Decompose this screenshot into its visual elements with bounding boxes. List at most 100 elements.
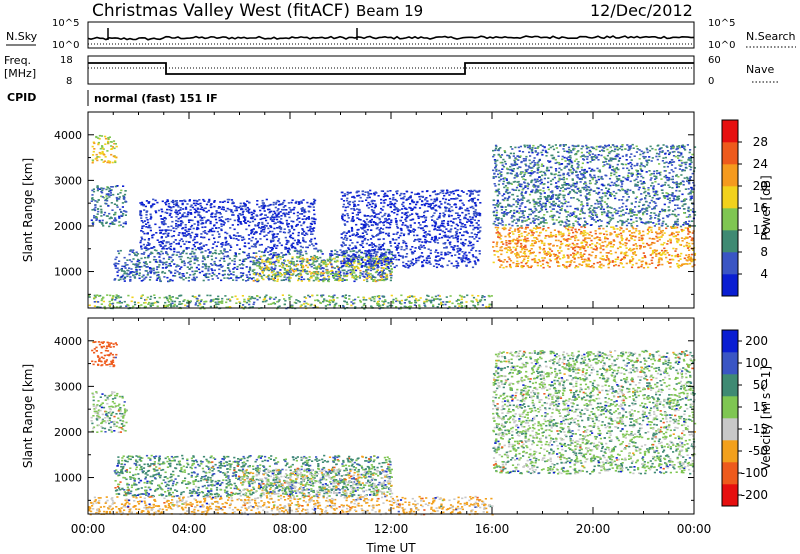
heatmap-cell [300, 251, 303, 253]
heatmap-cell [368, 252, 371, 254]
heatmap-cell [522, 260, 525, 262]
heatmap-cell [655, 235, 658, 238]
heatmap-cell [371, 255, 374, 257]
heatmap-cell [103, 160, 106, 162]
heatmap-cell [198, 248, 201, 250]
heatmap-cell [405, 208, 408, 210]
heatmap-cell [197, 213, 200, 215]
heatmap-cell [683, 238, 686, 240]
heatmap-cell [353, 258, 356, 261]
heatmap-cell [591, 251, 594, 253]
heatmap-cell [281, 208, 284, 211]
heatmap-cell [526, 234, 529, 236]
heatmap-cell [387, 235, 391, 237]
heatmap-cell [635, 228, 638, 230]
heatmap-cell [319, 273, 322, 276]
heatmap-cell [328, 303, 331, 306]
heatmap-cell [373, 206, 376, 209]
heatmap-cell [565, 265, 568, 268]
heatmap-cell [309, 259, 312, 261]
heatmap-cell [291, 257, 294, 260]
heatmap-cell [436, 193, 439, 195]
heatmap-cell [520, 244, 523, 247]
heatmap-cell [219, 219, 222, 221]
heatmap-cell [462, 257, 465, 259]
heatmap-cell [224, 218, 228, 221]
heatmap-cell [278, 305, 281, 307]
heatmap-cell [519, 239, 523, 241]
heatmap-cell [423, 259, 426, 262]
heatmap-cell [160, 250, 163, 253]
heatmap-cell [193, 262, 196, 265]
heatmap-cell [140, 214, 143, 217]
heatmap-cell [477, 301, 480, 304]
heatmap-cell [463, 253, 466, 255]
heatmap-cell [394, 256, 397, 258]
cpid-label: CPID [7, 91, 36, 104]
heatmap-cell [248, 238, 251, 240]
heatmap-cell [473, 227, 476, 229]
heatmap-cell [98, 219, 101, 222]
heatmap-cell [369, 258, 372, 260]
heatmap-cell [116, 267, 119, 270]
heatmap-cell [118, 224, 121, 227]
heatmap-cell [153, 203, 156, 205]
heatmap-cell [124, 214, 127, 216]
heatmap-cell [469, 241, 472, 244]
heatmap-cell [475, 234, 478, 236]
heatmap-cell [168, 280, 171, 282]
heatmap-cell [411, 209, 414, 211]
heatmap-cell [309, 273, 313, 275]
heatmap-cell [473, 197, 476, 199]
heatmap-cell [360, 244, 363, 247]
heatmap-cell [287, 259, 290, 262]
heatmap-cell [153, 294, 156, 296]
heatmap-cell [278, 225, 281, 228]
heatmap-cell [299, 255, 302, 258]
heatmap-cell [125, 201, 128, 203]
heatmap-cell [562, 256, 565, 259]
heatmap-cell [458, 294, 462, 297]
heatmap-cell [343, 193, 346, 195]
heatmap-cell [393, 209, 396, 211]
heatmap-cell [368, 260, 371, 263]
heatmap-cell [427, 241, 430, 243]
heatmap-cell [160, 221, 163, 223]
heatmap-cell [298, 250, 301, 252]
heatmap-cell [213, 201, 216, 203]
heatmap-cell [239, 276, 242, 279]
heatmap-cell [384, 254, 387, 256]
heatmap-cell [404, 299, 407, 301]
heatmap-cell [364, 221, 367, 223]
heatmap-cell [238, 301, 241, 303]
heatmap-cell [327, 280, 330, 283]
heatmap-cell [221, 220, 224, 222]
heatmap-cell [676, 226, 679, 229]
heatmap-cell [233, 260, 236, 263]
heatmap-cell [502, 266, 505, 269]
heatmap-cell [454, 227, 457, 230]
heatmap-cell [104, 137, 108, 140]
heatmap-cell [446, 264, 449, 267]
heatmap-cell [112, 295, 115, 298]
heatmap-cell [376, 269, 379, 271]
heatmap-cell [329, 256, 332, 259]
heatmap-cell [110, 153, 113, 156]
heatmap-cell [293, 239, 296, 242]
heatmap-cell [235, 209, 238, 212]
heatmap-cell [475, 250, 478, 252]
heatmap-cell [260, 213, 263, 215]
heatmap-cell [449, 243, 452, 246]
heatmap-cell [369, 250, 372, 252]
heatmap-cell [213, 200, 216, 202]
heatmap-cell [297, 273, 300, 275]
heatmap-cell [101, 223, 104, 225]
heatmap-cell [235, 238, 238, 240]
heatmap-cell [217, 207, 220, 209]
heatmap-cell [364, 224, 367, 226]
heatmap-cell [447, 220, 450, 223]
heatmap-cell [364, 252, 367, 255]
heatmap-cell [439, 298, 442, 301]
heatmap-cell [378, 295, 381, 297]
heatmap-cell [516, 260, 519, 263]
